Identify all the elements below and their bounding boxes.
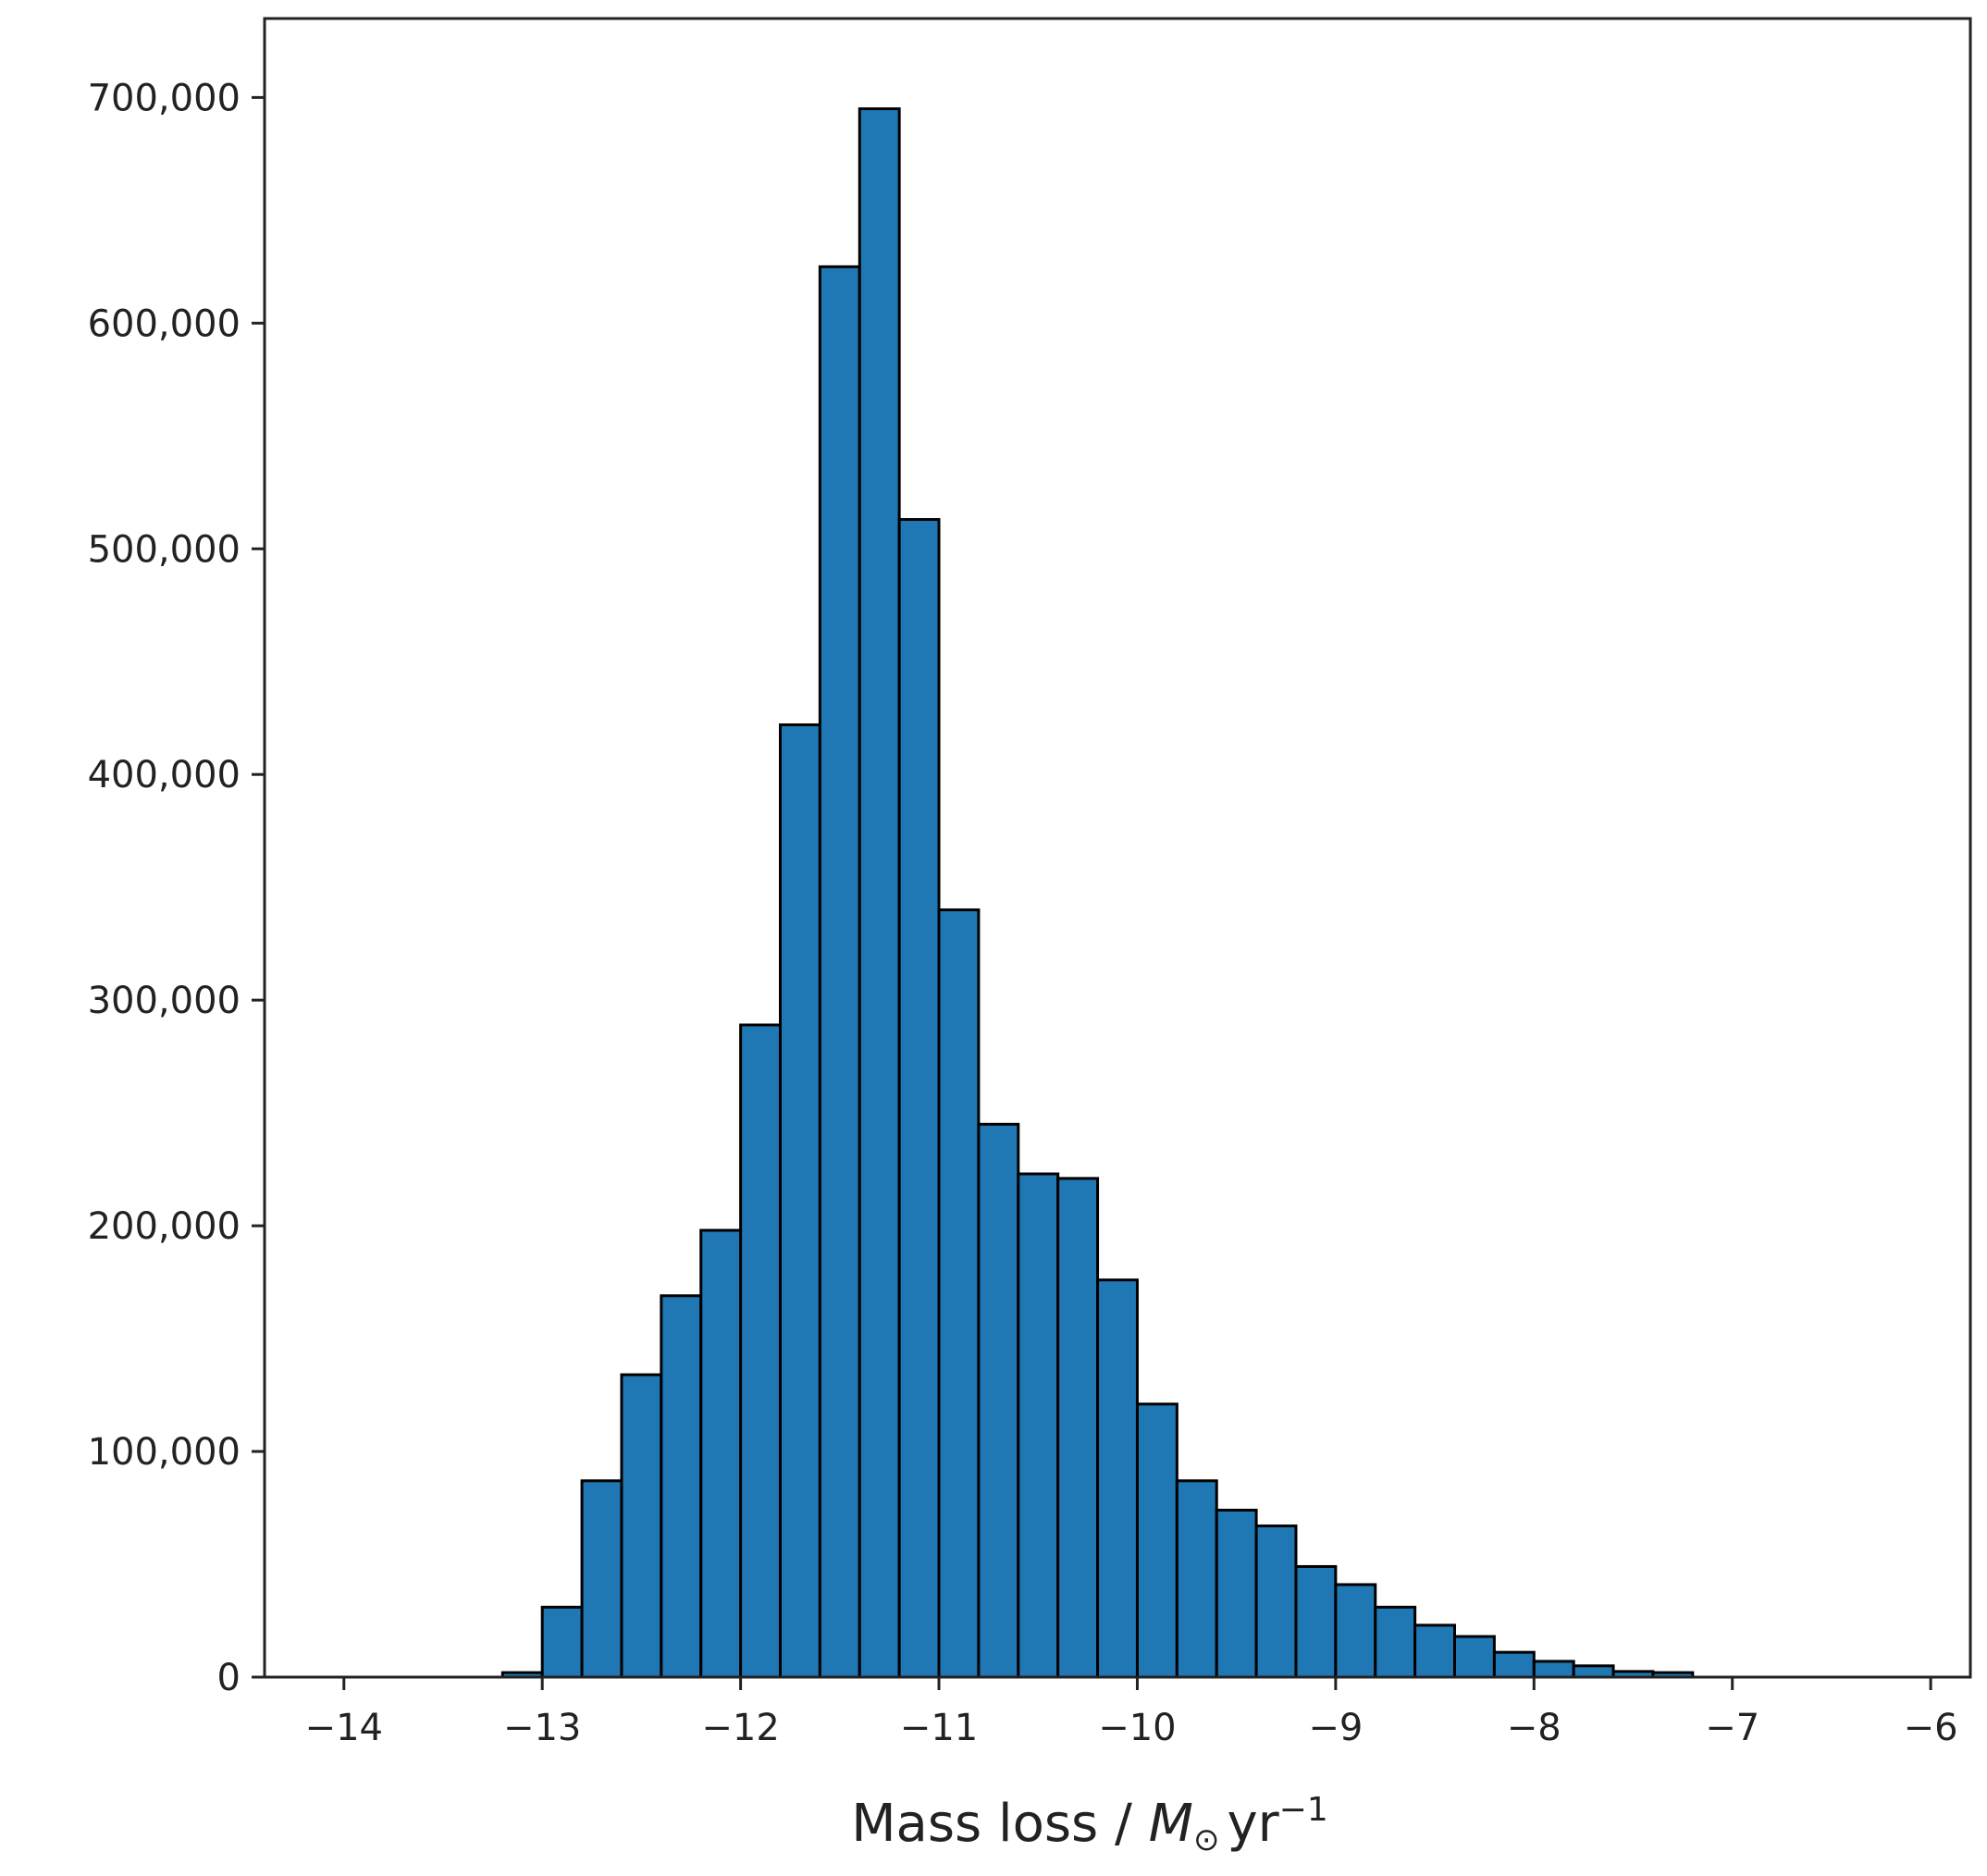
histogram-bar [1096, 1278, 1139, 1679]
x-axis: −14 −13 −12 −11 −10 −9 −8 −7 −6 [305, 1677, 1958, 1749]
y-tick-label: 300,000 [88, 980, 241, 1022]
histogram-bar [739, 1023, 782, 1679]
histogram-bar [1254, 1524, 1298, 1679]
y-tick-label: 100,000 [88, 1431, 241, 1474]
y-tick-label: 400,000 [88, 754, 241, 796]
x-tick-label: −12 [701, 1707, 779, 1749]
y-tick-label: 600,000 [88, 302, 241, 345]
y-axis: 0 100,000 200,000 300,000 400,000 500,000 600,… [88, 77, 265, 1699]
y-tick-label: 700,000 [88, 77, 241, 119]
histogram-bar [1056, 1177, 1100, 1679]
histogram-bar [1374, 1605, 1417, 1679]
x-axis-label-unit: yr [1228, 1794, 1280, 1854]
histogram-bar [937, 908, 981, 1679]
x-axis-label-prefix: Mass loss / [851, 1794, 1148, 1854]
histogram-bar [977, 1122, 1020, 1679]
histogram-bar [540, 1605, 584, 1679]
x-tick-label: −11 [900, 1707, 978, 1749]
histogram-bar [699, 1228, 743, 1679]
bars-group [500, 107, 1695, 1679]
y-tick-label: 200,000 [88, 1205, 241, 1248]
histogram-bar [897, 518, 941, 1679]
x-axis-label-superscript: −1 [1279, 1791, 1328, 1829]
histogram-bar [1135, 1402, 1179, 1679]
x-axis-label: Mass loss / M⊙ yr−1 [851, 1791, 1328, 1858]
histogram-bar [1294, 1564, 1338, 1679]
x-tick-label: −6 [1904, 1707, 1958, 1749]
histogram-bar [778, 723, 821, 1679]
histogram-bar [1413, 1623, 1457, 1679]
x-tick-label: −8 [1507, 1707, 1561, 1749]
histogram-bar [818, 265, 861, 1679]
x-tick-label: −9 [1308, 1707, 1363, 1749]
histogram-bar [1453, 1635, 1496, 1679]
x-tick-label: −7 [1705, 1707, 1759, 1749]
histogram-bar [1215, 1508, 1258, 1679]
x-axis-label-symbol: M [1149, 1794, 1193, 1854]
y-tick-label: 500,000 [88, 528, 241, 571]
histogram-bar [1492, 1650, 1536, 1679]
x-tick-label: −14 [305, 1707, 383, 1749]
histogram-bar [1572, 1664, 1615, 1679]
x-axis-label-subscript: ⊙ [1193, 1821, 1220, 1858]
histogram-bar [1532, 1660, 1575, 1679]
histogram-bar [1334, 1583, 1377, 1679]
histogram-bar [660, 1294, 703, 1679]
x-tick-label: −10 [1098, 1707, 1176, 1749]
histogram-bar [580, 1479, 623, 1679]
histogram-bar [1175, 1479, 1218, 1679]
plot-frame [263, 17, 1972, 1679]
histogram-bar [858, 107, 901, 1679]
y-tick-label: 0 [217, 1657, 241, 1699]
histogram-bar [620, 1373, 663, 1679]
x-tick-label: −13 [503, 1707, 581, 1749]
histogram-bar [1017, 1172, 1060, 1679]
